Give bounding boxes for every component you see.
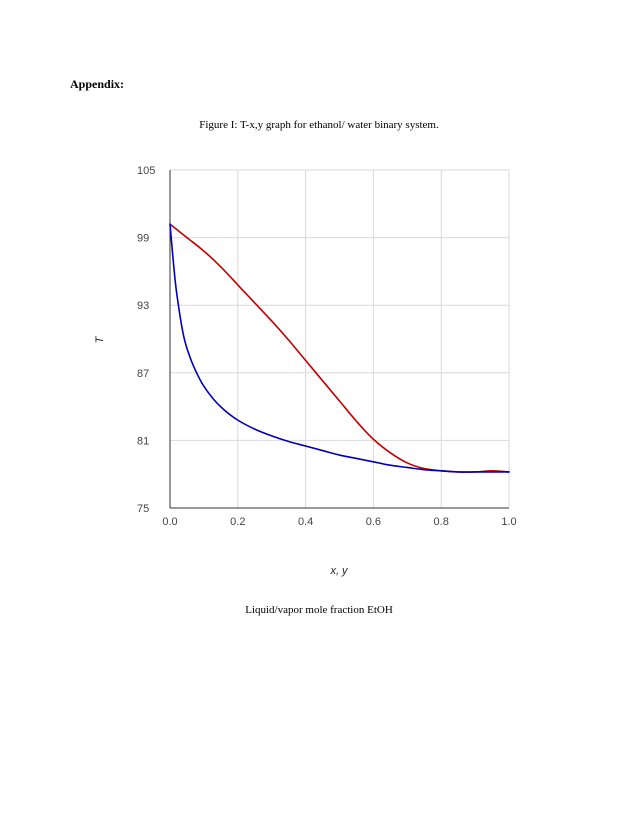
y-tick-label: 81 xyxy=(137,435,149,447)
y-axis-title: T xyxy=(94,335,106,343)
x-axis-description: Liquid/vapor mole fraction EtOH xyxy=(245,604,393,616)
x-tick-label: 0.6 xyxy=(366,516,381,528)
axes xyxy=(169,170,509,509)
y-tick-label: 105 xyxy=(137,165,155,177)
y-tick-label: 93 xyxy=(137,300,149,312)
x-tick-label: 1.0 xyxy=(501,516,516,528)
figure-caption: Figure I: T-x,y graph for ethanol/ water… xyxy=(199,119,439,131)
grid-lines xyxy=(170,169,510,508)
y-tick-label: 75 xyxy=(137,503,149,515)
bubble-point-curve xyxy=(169,223,510,473)
x-tick-label: 0.4 xyxy=(298,516,313,528)
y-tick-label: 87 xyxy=(137,368,149,380)
appendix-heading: Appendix: xyxy=(70,77,125,91)
x-tick-label: 0.0 xyxy=(162,516,177,528)
y-tick-label: 99 xyxy=(137,233,149,245)
series-lines xyxy=(169,223,510,473)
x-tick-label: 0.2 xyxy=(230,516,245,528)
x-axis-title: x, y xyxy=(329,565,349,577)
x-tick-label: 0.8 xyxy=(434,516,449,528)
dew-point-curve xyxy=(169,223,510,473)
tick-labels: 0.0 0.2 0.4 0.6 0.8 1.0 75 81 87 93 99 105 xyxy=(137,165,517,528)
